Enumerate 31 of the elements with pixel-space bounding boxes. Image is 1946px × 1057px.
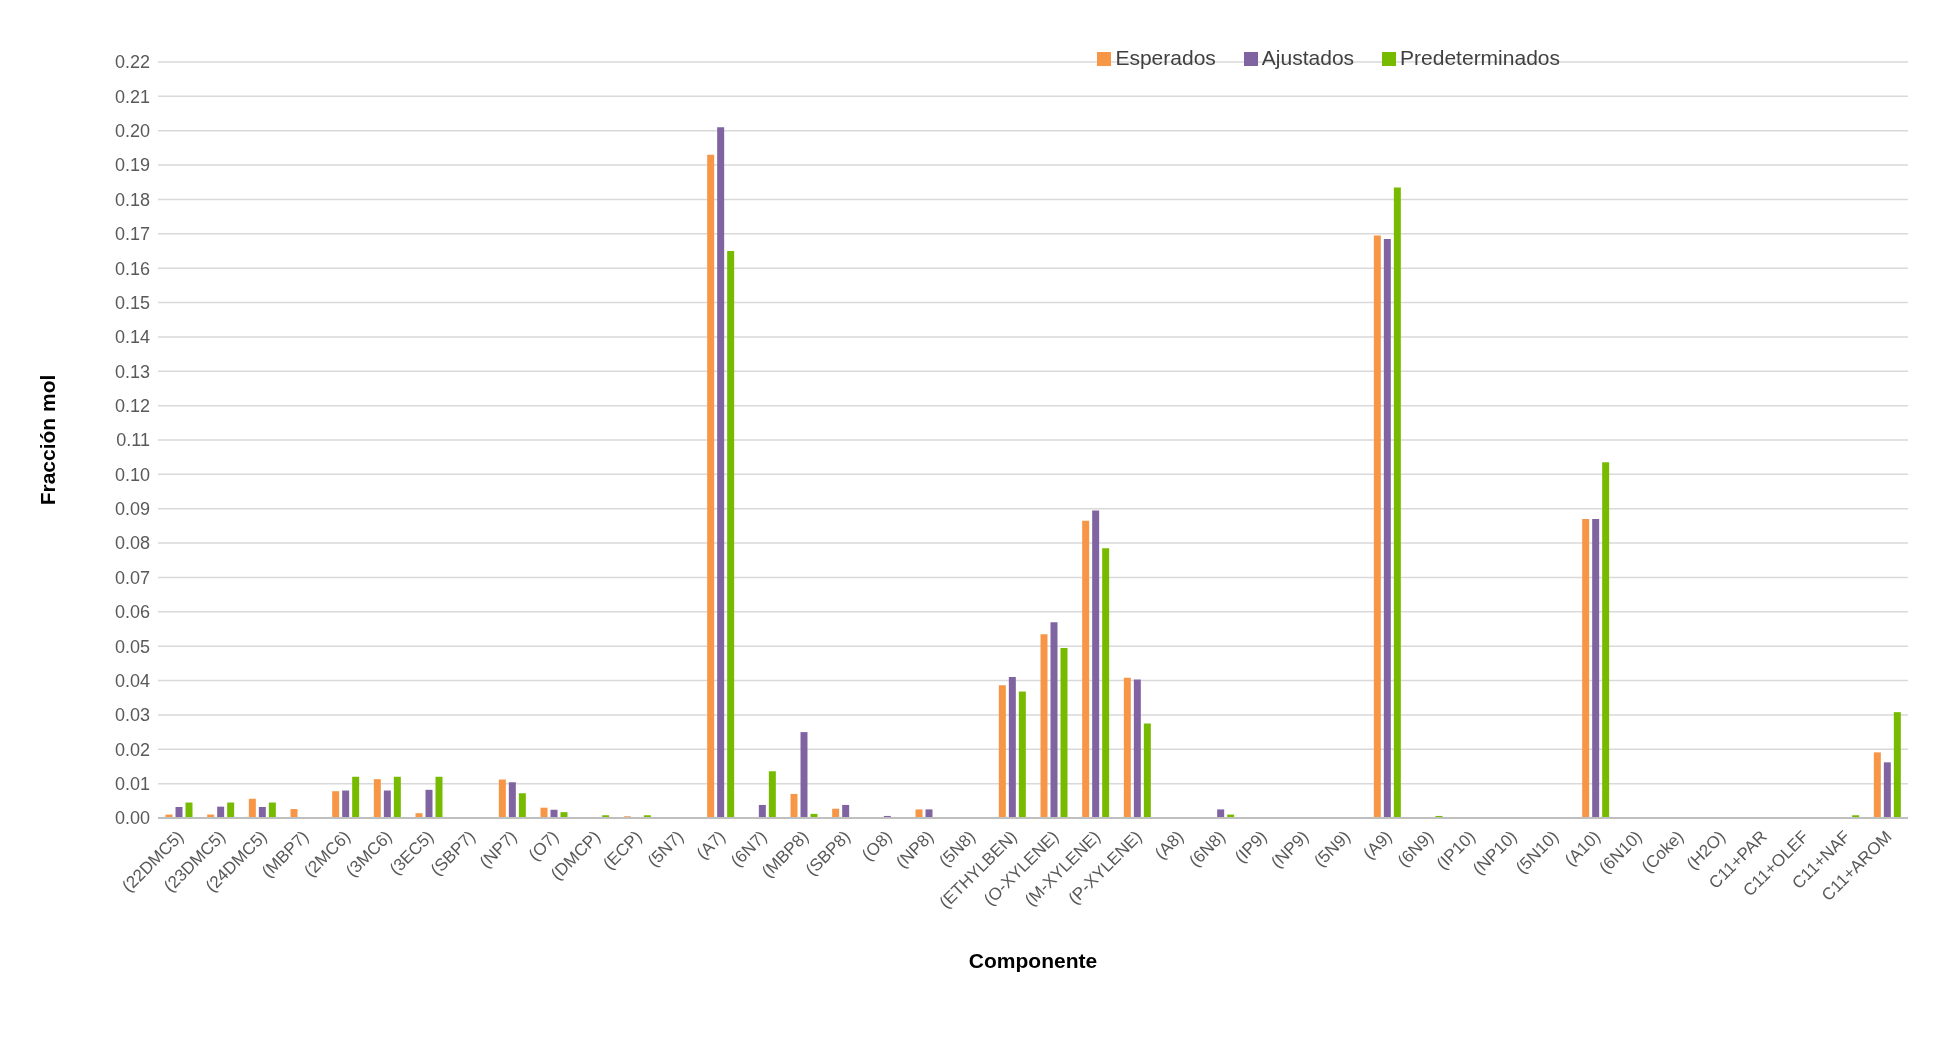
y-tick-label: 0.09 — [114, 499, 150, 520]
y-tick-label: 0.20 — [114, 121, 150, 142]
y-tick-label: 0.04 — [114, 670, 150, 691]
y-tick-label: 0.08 — [114, 533, 150, 554]
y-tick-label: 0.01 — [114, 774, 150, 795]
y-tick-label: 0.05 — [114, 636, 150, 657]
y-tick-label: 0.13 — [114, 361, 150, 382]
y-tick-label: 0.21 — [114, 86, 150, 107]
y-tick-label: 0.06 — [114, 602, 150, 623]
x-tick-label: (A7) — [692, 827, 729, 864]
y-tick-label: 0.14 — [114, 327, 150, 348]
y-tick-label: 0.19 — [114, 155, 150, 176]
y-tick-label: 0.12 — [114, 396, 150, 417]
y-tick-label: 0.22 — [114, 52, 150, 73]
y-tick-label: 0.02 — [114, 739, 150, 760]
x-tick-label: (A9) — [1359, 827, 1396, 864]
y-tick-label: 0.00 — [114, 808, 150, 829]
y-tick-label: 0.17 — [114, 224, 150, 245]
y-tick-label: 0.18 — [114, 189, 150, 210]
y-tick-label: 0.11 — [116, 430, 150, 451]
y-tick-label: 0.16 — [114, 258, 150, 279]
y-tick-label: 0.15 — [114, 292, 150, 313]
y-axis-title: Fracción mol — [36, 374, 60, 506]
y-tick-label: 0.07 — [114, 567, 150, 588]
y-tick-label: 0.10 — [114, 464, 150, 485]
y-tick-label: 0.03 — [114, 705, 150, 726]
x-tick-label: (A8) — [1151, 827, 1188, 864]
legend-label: Esperados — [1115, 46, 1216, 69]
legend-label: Predeterminados — [1400, 46, 1560, 69]
legend-label: Ajustados — [1261, 46, 1355, 69]
x-axis-title: Componente — [968, 949, 1098, 972]
